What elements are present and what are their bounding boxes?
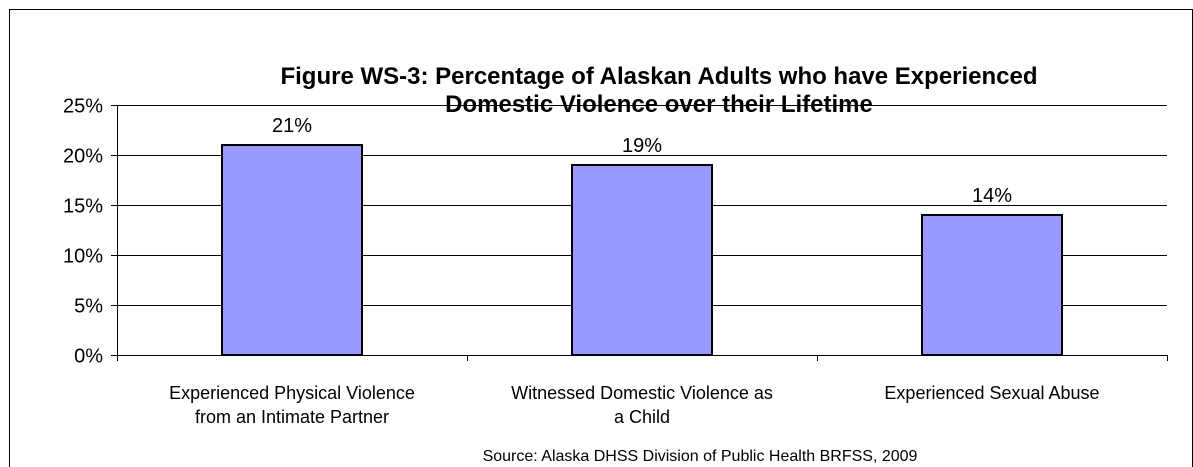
- data-label: 19%: [622, 135, 662, 157]
- bar: [222, 145, 362, 355]
- bar: [922, 215, 1062, 355]
- chart-title-line: Domestic Violence over their Lifetime: [445, 91, 873, 118]
- x-category-label: Experienced Physical Violence: [169, 383, 415, 403]
- y-tick-label: 0%: [74, 346, 103, 368]
- x-category-label: from an Intimate Partner: [195, 407, 389, 427]
- source-note: Source: Alaska DHSS Division of Public H…: [483, 448, 918, 465]
- bar: [572, 165, 712, 355]
- y-tick-label: 15%: [63, 196, 103, 218]
- y-tick-label: 25%: [63, 96, 103, 118]
- y-tick-label: 5%: [74, 296, 103, 318]
- x-category-label: a Child: [614, 407, 670, 427]
- x-category-label: Witnessed Domestic Violence as: [511, 383, 773, 403]
- y-tick-label: 10%: [63, 246, 103, 268]
- x-category-label: Experienced Sexual Abuse: [884, 383, 1099, 403]
- data-label: 21%: [272, 115, 312, 137]
- data-label: 14%: [972, 185, 1012, 207]
- y-tick-label: 20%: [63, 146, 103, 168]
- chart-title-line: Figure WS-3: Percentage of Alaskan Adult…: [280, 63, 1037, 90]
